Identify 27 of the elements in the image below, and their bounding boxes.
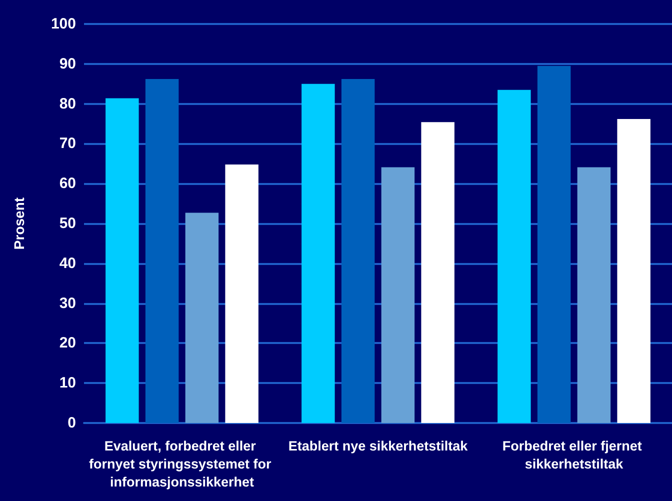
bar — [106, 98, 139, 423]
bar — [537, 66, 571, 423]
y-tick-label: 20 — [59, 334, 76, 352]
bar — [421, 122, 454, 423]
bar — [302, 84, 335, 423]
bar — [577, 167, 611, 423]
x-tick-label: Forbedret eller fjernet sikkerhetstiltak — [502, 438, 646, 472]
bar — [381, 167, 415, 423]
y-tick-label: 50 — [59, 215, 76, 232]
y-tick-label: 70 — [59, 135, 76, 152]
y-tick-label: 30 — [59, 294, 76, 312]
bar — [341, 79, 375, 423]
y-tick-label: 90 — [59, 55, 76, 72]
y-tick-label: 40 — [59, 254, 76, 272]
bar — [498, 90, 531, 423]
y-tick-label: 100 — [50, 16, 76, 32]
bar — [225, 164, 258, 423]
y-axis-title: Prosent — [11, 197, 27, 250]
y-tick-label: 60 — [59, 175, 76, 192]
x-tick-label: Evaluert, forbedret eller fornyet styringssystemet for informasjonssikkerhet — [88, 438, 276, 490]
x-tick-label: Etablert nye sikkerhetstiltak — [288, 438, 468, 454]
bar — [185, 212, 219, 423]
y-tick-label: 0 — [68, 414, 76, 432]
bar — [617, 118, 650, 423]
y-tick-label: 10 — [59, 374, 76, 392]
bar — [145, 79, 179, 423]
y-tick-label: 80 — [59, 95, 76, 112]
